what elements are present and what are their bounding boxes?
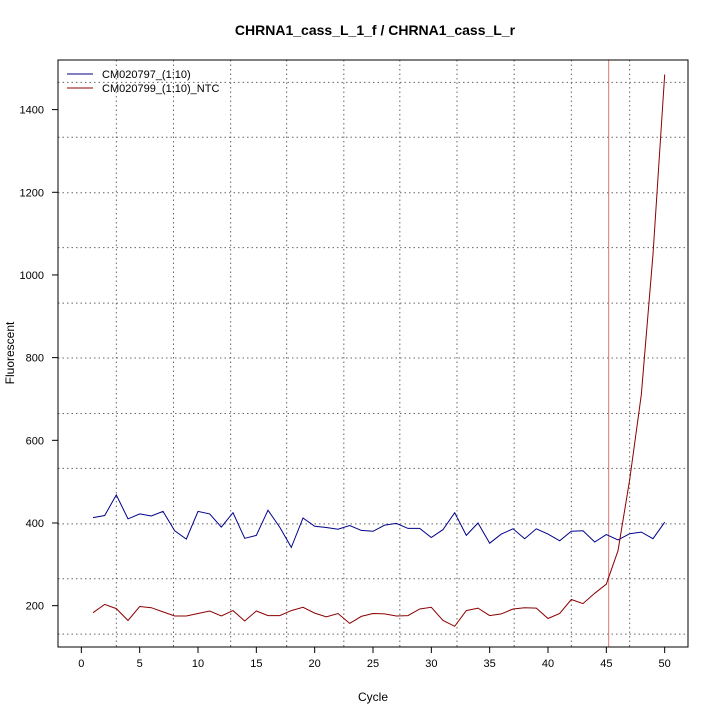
y-axis: 200 400 600 800 1000 1200 1400 — [20, 105, 59, 613]
x-tick-label: 30 — [425, 658, 437, 670]
x-tick-label: 10 — [192, 658, 204, 670]
x-tick-label: 20 — [309, 658, 321, 670]
legend-label-1: CM020797_(1:10) — [102, 69, 191, 81]
y-tick-label: 400 — [26, 518, 44, 530]
x-tick-label: 50 — [659, 658, 671, 670]
legend: CM020797_(1:10) CM020799_(1:10)_NTC — [67, 69, 219, 95]
y-tick-label: 1000 — [20, 270, 44, 282]
x-tick-label: 5 — [137, 658, 143, 670]
x-tick-label: 0 — [78, 658, 84, 670]
x-axis-label: Cycle — [358, 690, 388, 704]
series-group — [92, 74, 666, 627]
y-tick-label: 200 — [26, 601, 44, 613]
x-tick-label: 25 — [367, 658, 379, 670]
y-axis-label: Fluorescent — [3, 321, 17, 384]
chart-title: CHRNA1_cass_L_1_f / CHRNA1_cass_L_r — [235, 22, 516, 38]
y-tick-label: 600 — [26, 435, 44, 447]
y-tick-label: 1200 — [20, 187, 44, 199]
x-tick-label: 45 — [600, 658, 612, 670]
y-tick-label: 1400 — [20, 105, 44, 117]
x-tick-label: 35 — [484, 658, 496, 670]
y-tick-label: 800 — [26, 353, 44, 365]
series-line-2 — [92, 74, 666, 627]
grid — [58, 60, 688, 647]
x-tick-label: 15 — [250, 658, 262, 670]
x-tick-label: 40 — [542, 658, 554, 670]
x-axis: 0 5 10 15 20 25 30 35 40 45 50 — [78, 646, 671, 670]
legend-label-2: CM020799_(1:10)_NTC — [102, 83, 219, 95]
series-line-1 — [92, 493, 666, 549]
